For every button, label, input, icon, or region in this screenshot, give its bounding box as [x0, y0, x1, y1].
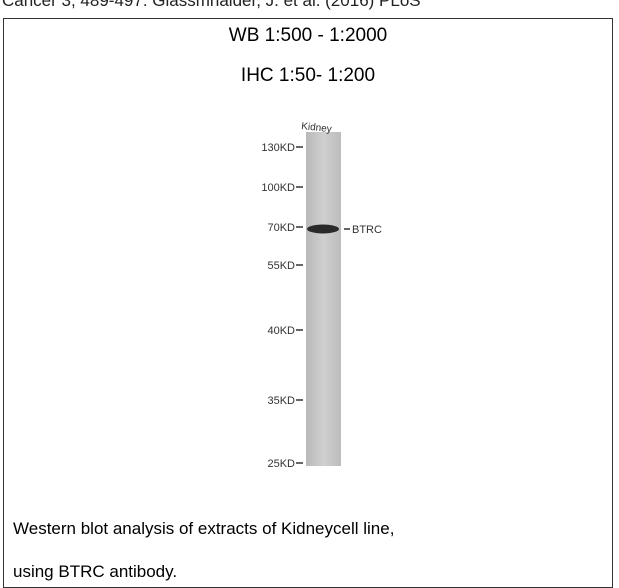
lane-label: Kidney	[301, 121, 333, 135]
product-panel: WB 1:500 - 1:2000 IHC 1:50- 1:200 Kidney…	[3, 18, 613, 588]
marker-label: 35KD	[267, 395, 295, 407]
marker-label: 25KD	[267, 458, 295, 470]
marker-label: 40KD	[267, 325, 295, 337]
marker-label: 130KD	[261, 142, 295, 154]
marker-label: 55KD	[267, 260, 295, 272]
page: Cancer 3, 489-497. Glassmnaider, J. et a…	[0, 0, 619, 585]
blot-lane	[306, 132, 341, 466]
blot-band	[307, 225, 339, 234]
western-blot-image: Kidney 130KD 100KD 70KD 55KD 40KD 35KD 25KD BT…	[219, 114, 419, 474]
caption-text: Western blot analysis of extracts of Kid…	[13, 519, 394, 539]
caption-text: using BTRC antibody.	[13, 562, 177, 582]
reference-text: Cancer 3, 489-497. Glassmnaider, J. et a…	[2, 0, 421, 11]
band-label: BTRC	[352, 224, 382, 236]
dilution-text: IHC 1:50- 1:200	[4, 65, 612, 87]
marker-label: 100KD	[261, 182, 295, 194]
dilution-text: WB 1:500 - 1:2000	[4, 25, 612, 47]
marker-label: 70KD	[267, 222, 295, 234]
